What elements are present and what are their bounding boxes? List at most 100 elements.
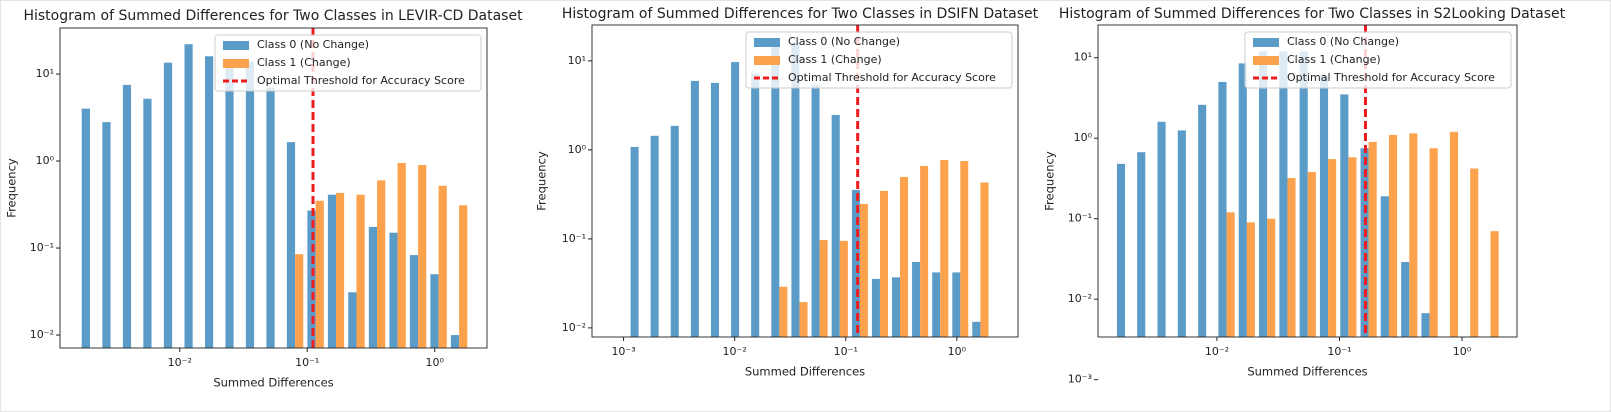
bar <box>1267 218 1276 337</box>
y-tick-label: 10⁻² <box>562 321 586 334</box>
plot-area <box>630 25 989 337</box>
bar <box>779 286 788 337</box>
bar <box>1238 63 1247 337</box>
y-axis-label: Frequency <box>5 158 19 218</box>
legend-box <box>214 34 482 92</box>
bar <box>1388 134 1398 337</box>
bar <box>368 226 378 348</box>
y-tick-label: 10⁰ <box>36 154 55 167</box>
legend-swatch <box>754 38 780 47</box>
x-tick-label: 10⁻² <box>723 345 747 358</box>
bar <box>731 62 740 337</box>
bar <box>1409 133 1418 337</box>
x-axis-label: Summed Differences <box>1247 365 1367 379</box>
bar <box>418 165 427 348</box>
y-tick-label: 10¹ <box>36 67 54 80</box>
x-tick-label: 10⁰ <box>948 345 967 358</box>
x-tick-label: 10⁻¹ <box>1327 345 1351 358</box>
bar <box>891 277 901 337</box>
legend-box <box>1244 31 1512 89</box>
bar <box>1307 172 1316 337</box>
x-axis-label: Summed Differences <box>745 365 865 379</box>
bar <box>459 205 468 348</box>
bar <box>1137 152 1146 337</box>
bar <box>409 255 419 348</box>
bar <box>245 61 255 348</box>
legend-label: Class 1 (Change) <box>788 53 882 66</box>
bar <box>1319 75 1329 337</box>
bar <box>102 122 111 348</box>
x-axis-label: Summed Differences <box>213 376 333 390</box>
bar <box>1470 168 1479 337</box>
bar <box>811 84 820 337</box>
bar <box>650 135 659 337</box>
chart-title: Histogram of Summed Differences for Two … <box>1059 6 1566 22</box>
bar <box>960 161 969 337</box>
bar <box>912 261 921 337</box>
bar <box>1401 261 1410 337</box>
bar <box>336 192 345 348</box>
bar <box>1226 212 1235 337</box>
bar <box>430 274 439 348</box>
bar <box>932 272 941 337</box>
bar <box>1368 141 1377 337</box>
bar <box>851 189 860 337</box>
bar <box>225 61 234 348</box>
bar <box>397 162 406 348</box>
axes-frame <box>1097 24 1518 338</box>
legend-label: Optimal Threshold for Accuracy Score <box>257 74 465 87</box>
legend-label: Optimal Threshold for Accuracy Score <box>788 71 996 84</box>
x-tick-label: 10⁻¹ <box>834 345 858 358</box>
y-tick-label: 10⁻¹ <box>30 241 54 254</box>
legend-swatch <box>1253 38 1279 47</box>
bar <box>799 302 808 337</box>
bar <box>1218 81 1227 337</box>
bar <box>940 159 949 337</box>
bar <box>204 56 214 348</box>
bar <box>1328 159 1337 337</box>
bar <box>920 165 929 337</box>
bar <box>831 114 840 337</box>
y-tick-label: 10⁻² <box>1068 292 1092 305</box>
y-tick-label: 10⁻¹ <box>1068 212 1092 225</box>
legend-swatch <box>223 59 249 68</box>
legend-label: Class 0 (No Change) <box>257 38 369 51</box>
plot-area <box>1116 25 1499 337</box>
plot-area <box>81 28 468 348</box>
bar <box>1198 104 1207 337</box>
bar <box>980 182 989 337</box>
bar <box>1258 51 1268 337</box>
bar <box>630 146 639 337</box>
bar <box>1157 121 1166 337</box>
legend-label: Class 0 (No Change) <box>788 35 900 48</box>
bar <box>819 240 828 337</box>
bar <box>450 335 460 348</box>
legend-swatch <box>1253 56 1279 65</box>
bar <box>163 62 173 348</box>
bar <box>839 240 848 337</box>
legend-label: Optimal Threshold for Accuracy Score <box>1287 71 1495 84</box>
bar <box>900 176 909 337</box>
bar <box>295 254 304 348</box>
y-tick-label: 10⁻² <box>30 328 54 341</box>
bar <box>1299 51 1308 337</box>
bar <box>1421 313 1430 337</box>
bar <box>356 194 365 348</box>
bar <box>143 98 152 348</box>
y-tick-label: 10¹ <box>1074 51 1092 64</box>
bar <box>438 185 447 348</box>
bar <box>122 84 132 348</box>
x-tick-label: 10⁻² <box>168 356 192 369</box>
axes-frame <box>59 27 488 349</box>
bar <box>1246 222 1255 337</box>
bar <box>710 82 720 337</box>
x-tick-label: 10⁻³ <box>611 345 635 358</box>
legend-label: Class 1 (Change) <box>1287 53 1381 66</box>
bar <box>690 80 699 337</box>
bar <box>81 108 90 348</box>
bar <box>952 272 961 337</box>
y-tick-label: 10⁰ <box>1074 131 1093 144</box>
bar <box>327 194 337 348</box>
